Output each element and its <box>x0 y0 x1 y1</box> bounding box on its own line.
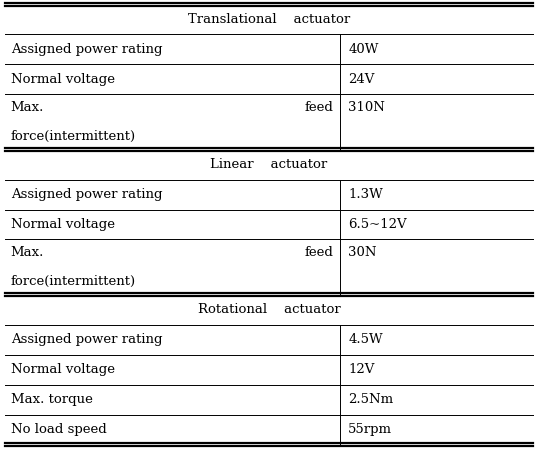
Text: 2.5Nm: 2.5Nm <box>348 393 393 406</box>
Text: Translational    actuator: Translational actuator <box>188 13 350 26</box>
Text: Max.: Max. <box>11 101 44 114</box>
Text: Linear    actuator: Linear actuator <box>210 158 328 171</box>
Text: feed: feed <box>305 246 334 259</box>
Text: 24V: 24V <box>348 73 374 86</box>
Text: Assigned power rating: Assigned power rating <box>11 333 162 346</box>
Text: 6.5~12V: 6.5~12V <box>348 218 407 231</box>
Text: No load speed: No load speed <box>11 423 107 436</box>
Text: Normal voltage: Normal voltage <box>11 218 115 231</box>
Text: Rotational    actuator: Rotational actuator <box>197 304 341 316</box>
Text: force(intermittent): force(intermittent) <box>11 275 136 288</box>
Text: Assigned power rating: Assigned power rating <box>11 43 162 56</box>
Text: 12V: 12V <box>348 363 374 376</box>
Text: Normal voltage: Normal voltage <box>11 363 115 376</box>
Text: Max.: Max. <box>11 246 44 259</box>
Text: 40W: 40W <box>348 43 379 56</box>
Text: 310N: 310N <box>348 101 385 114</box>
Text: 30N: 30N <box>348 246 377 259</box>
Text: force(intermittent): force(intermittent) <box>11 130 136 143</box>
Text: Normal voltage: Normal voltage <box>11 73 115 86</box>
Text: 55rpm: 55rpm <box>348 423 392 436</box>
Text: Max. torque: Max. torque <box>11 393 93 406</box>
Text: Assigned power rating: Assigned power rating <box>11 188 162 201</box>
Text: 4.5W: 4.5W <box>348 333 383 346</box>
Text: feed: feed <box>305 101 334 114</box>
Text: 1.3W: 1.3W <box>348 188 383 201</box>
